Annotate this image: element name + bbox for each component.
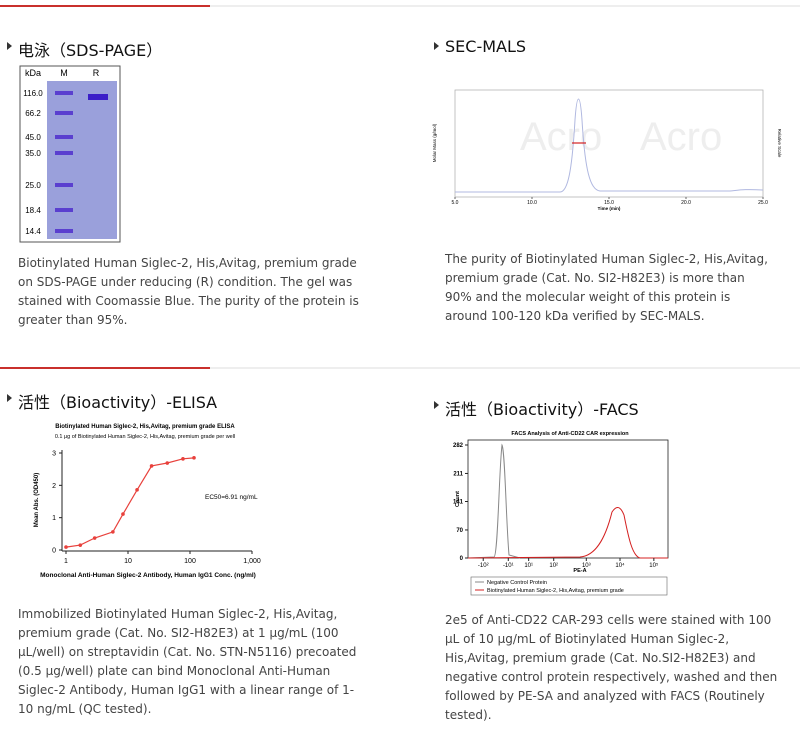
section-title: SEC-MALS [433, 37, 527, 56]
x-tick-label: 15.0 [604, 200, 614, 206]
x-tick-label: 10³ [582, 563, 591, 569]
gel [47, 81, 117, 239]
x-axis-label: Time (min) [598, 206, 621, 211]
y-tick-label: 2 [52, 483, 56, 490]
x-axis-label: Monoclonal Anti-Human Siglec-2 Antibody,… [40, 572, 256, 579]
point [149, 464, 154, 468]
y2-axis-label: Relative Scale [777, 129, 782, 158]
point [78, 543, 83, 547]
marker-label: 14.4 [25, 227, 41, 236]
description: 2e5 of Anti-CD22 CAR-293 cells were stai… [445, 613, 778, 722]
description: Immobilized Biotinylated Human Siglec-2,… [18, 607, 357, 716]
plot-frame [467, 439, 669, 559]
y-tick-label: 282 [453, 443, 464, 449]
gel-band [88, 94, 108, 100]
y-tick-label: 70 [456, 528, 463, 534]
point [181, 457, 185, 461]
y-axis-label: Count [455, 491, 461, 507]
point [135, 488, 139, 492]
marker-label: 45.0 [25, 133, 41, 142]
y-axis-label: Molar Mass (g/mol) [432, 123, 437, 162]
x-tick-label: 100 [184, 558, 196, 565]
description: Biotinylated Human Siglec-2, His,Avitag,… [18, 256, 359, 327]
marker-band [55, 229, 73, 233]
x-axis-label: PE-A [573, 568, 586, 574]
marker-band [55, 183, 73, 187]
marker-label: 18.4 [25, 206, 41, 215]
point [192, 456, 196, 460]
watermark: Acro [520, 115, 602, 159]
y-tick-label: 141 [453, 500, 464, 506]
legend-label: Negative Control Protein [487, 580, 547, 586]
annotation: EC50=6.91 ng/mL [205, 494, 258, 501]
x-tick-label: 10⁵ [649, 562, 659, 569]
section-title: 活性（Bioactivity）-FACS [434, 396, 639, 420]
point [111, 530, 115, 534]
marker-band [55, 91, 73, 95]
section-title: 活性（Bioactivity）-ELISA [6, 389, 217, 413]
marker-band [55, 111, 73, 115]
y-tick-label: 0 [460, 556, 464, 562]
marker-label: 35.0 [25, 149, 41, 158]
watermark: Acro [640, 115, 722, 159]
gel-header: R [93, 68, 100, 78]
x-tick-label: 10⁴ [615, 562, 625, 569]
y-tick-label: 1 [52, 515, 56, 522]
point [64, 545, 68, 549]
marker-band [55, 135, 73, 139]
marker-band [55, 208, 73, 212]
facs-positive [467, 507, 668, 559]
legend-box [470, 576, 668, 596]
legend-label: Biotinylated Human Siglec-2, His,Avitag,… [487, 588, 624, 594]
sec-trace [455, 98, 764, 193]
point [92, 536, 97, 540]
x-tick-label: -10² [478, 563, 489, 569]
x-tick-label: 10¹ [524, 563, 533, 569]
x-tick-label: 10² [549, 563, 558, 569]
chart-subtitle: 0.1 μg of Biotinylated Human Siglec-2, H… [55, 434, 235, 440]
point [165, 461, 170, 465]
gel-header: kDa [25, 68, 41, 78]
x-tick-label: -10¹ [503, 563, 514, 569]
x-tick-label: 25.0 [758, 200, 768, 206]
marker-band [55, 151, 73, 155]
x-tick-label: 20.0 [681, 200, 691, 206]
x-tick-label: 10 [124, 558, 132, 565]
chart-title: Biotinylated Human Siglec-2, His,Avitag,… [55, 424, 235, 430]
marker-label: 66.2 [25, 109, 41, 118]
fit-line [65, 457, 195, 548]
facs-negative [467, 443, 521, 559]
y-axis-label: Mean Abs. (OD450) [34, 473, 40, 527]
point [121, 512, 125, 516]
x-tick-label: 10.0 [527, 200, 537, 206]
x-tick-label: 1,000 [243, 558, 261, 565]
y-tick-label: 3 [52, 451, 56, 458]
marker-label: 116.0 [23, 89, 43, 98]
marker-label: 25.0 [25, 181, 41, 190]
y-tick-label: 0 [52, 548, 56, 555]
description: The purity of Biotinylated Human Siglec-… [445, 252, 768, 323]
chart-title: FACS Analysis of Anti-CD22 CAR expressio… [511, 431, 629, 437]
plot-frame [454, 89, 764, 198]
x-tick-label: 5.0 [452, 200, 459, 206]
x-tick-label: 1 [64, 558, 68, 565]
section-title: 电泳（SDS-PAGE） [6, 37, 162, 61]
y-tick-label: 211 [453, 471, 463, 477]
gel-header: M [60, 68, 68, 78]
